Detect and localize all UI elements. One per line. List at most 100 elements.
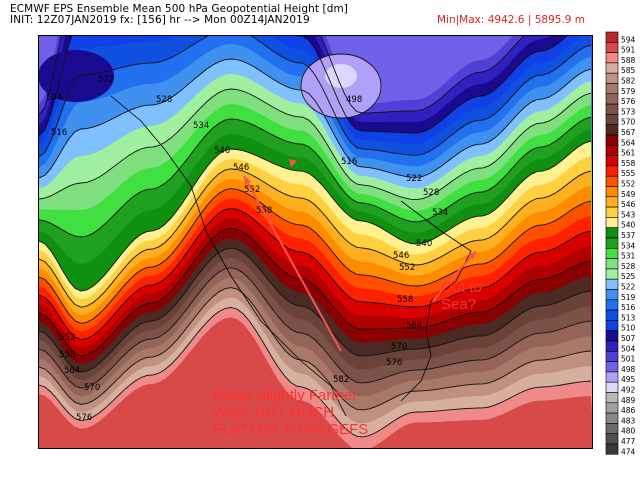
contour-label: 534 [432,208,448,218]
contour-line-510 [39,36,568,137]
contour-label: 546 [393,251,409,261]
contour-line-540 [39,140,592,292]
contour-line-552 [39,188,592,324]
colorbar-label: 561 [621,149,636,158]
contour-line-516 [39,36,592,158]
coastline-east [400,200,472,402]
colorbar-swatch [605,381,619,393]
contour-label: 552 [59,333,75,343]
contour-label: 564 [64,366,80,376]
colorbar-label: 579 [621,87,636,96]
colorbar-swatch [605,124,619,136]
colorbar-swatch [605,258,619,270]
ridge-annotation-line: Ridge Slightly Farther [213,387,358,404]
contour-label: 516 [51,128,67,138]
geopotential-height-map: 5045165225285345405465525584985165225285… [38,35,593,449]
colorbar-swatch [605,423,619,434]
colorbar-label: 543 [621,210,636,219]
contour-label: 570 [84,383,100,393]
colorbar-label: 591 [621,46,636,55]
colorbar-label: 480 [621,427,636,436]
contour-line-534 [39,116,592,238]
contour-line-570 [39,247,592,373]
colorbar-label: 537 [621,231,636,240]
colorbar-label: 507 [621,334,636,343]
contour-label: 528 [423,188,439,198]
coastline-west [110,95,347,417]
colorbar-swatch [605,114,619,126]
colorbar-swatch [605,350,619,362]
colorbar-label: 585 [621,66,636,75]
contour-line-522 [39,58,592,179]
contour-label: 570 [391,342,407,352]
height-band-591 [39,317,592,448]
colorbar-swatch [605,320,619,331]
colorbar-label: 519 [621,293,636,302]
colorbar-label: 552 [621,180,636,189]
out-to-sea-annotation-line: Sea? [441,296,477,313]
out-to-sea-arrow [432,250,477,302]
colorbar-swatch [605,371,619,383]
colorbar-label: 558 [621,159,636,168]
colorbar-label: 495 [621,375,636,384]
colorbar-swatch [605,31,619,43]
contour-line-564 [39,227,592,357]
contour-label: 516 [341,157,357,167]
contour-label: 582 [333,375,349,385]
ridge-annotation-line: West, BUT MUCH [213,404,335,421]
colorbar-swatch [605,103,619,115]
colorbar-swatch [605,186,619,198]
colorbar-swatch [605,278,619,290]
contour-line-588 [39,306,592,438]
contour-line-504 [39,36,525,116]
contour-label: 552 [399,263,415,273]
colorbar-swatch [605,83,619,95]
contour-label: 534 [193,121,209,131]
contour-line-582 [39,287,592,411]
contour-label: 564 [406,321,422,331]
colorbar-label: 525 [621,272,636,281]
colorbar-label: 573 [621,107,636,116]
min-max-label: Min|Max: 4942.6 | 5895.9 m [437,14,586,26]
colorbar-label: 567 [621,128,636,137]
contour-line-528 [39,88,592,201]
colorbar-label: 492 [621,386,636,395]
contour-label: 558 [397,295,413,305]
contour-label: 540 [416,239,432,249]
colorbar-swatch [605,42,619,53]
colorbar-swatch [605,340,619,352]
contour-line-closed [300,53,382,119]
out-to-sea-annotation-line: Out to [441,279,482,296]
colorbar-swatch [605,196,619,208]
colorbar-swatch [605,227,619,239]
out-to-sea-annotation: Out to Sea? [441,279,482,313]
height-field: 5045165225285345405465525584985165225285… [39,36,592,448]
colorbar-label: 555 [621,169,636,178]
contour-label: 522 [98,75,114,85]
colorbar-label: 576 [621,97,636,106]
contour-label: 528 [156,95,172,105]
contour-line-546 [39,168,592,308]
colorbar-swatch [605,206,619,218]
colorbar-swatch [605,72,619,84]
colorbar-label: 540 [621,221,636,230]
init-time-label: INIT: 12Z07JAN2019 fx: [156] hr --> Mon … [10,14,310,26]
colorbar-label: 483 [621,416,636,425]
colorbar-swatch [605,402,619,414]
colorbar-swatch [605,217,619,228]
marker-triangle [289,159,297,167]
colorbar-swatch [605,309,619,321]
colorbar-swatch [605,93,619,105]
colorbar-label: 516 [621,303,636,312]
colorbar-label: 570 [621,118,636,127]
colorbar-swatch [605,392,619,404]
contour-label: 498 [346,95,362,105]
colorbar-label: 498 [621,365,636,374]
colorbar-label: 531 [621,252,636,261]
colorbar-label: 528 [621,262,636,271]
colorbar-label: 549 [621,190,636,199]
contour-label: 540 [214,146,230,156]
colorbar-swatch [605,175,619,187]
colorbar-swatch [605,155,619,167]
contour-label: 576 [76,413,92,423]
